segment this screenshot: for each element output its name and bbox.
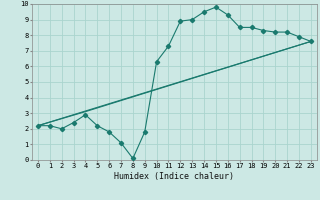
X-axis label: Humidex (Indice chaleur): Humidex (Indice chaleur) [115, 172, 234, 181]
